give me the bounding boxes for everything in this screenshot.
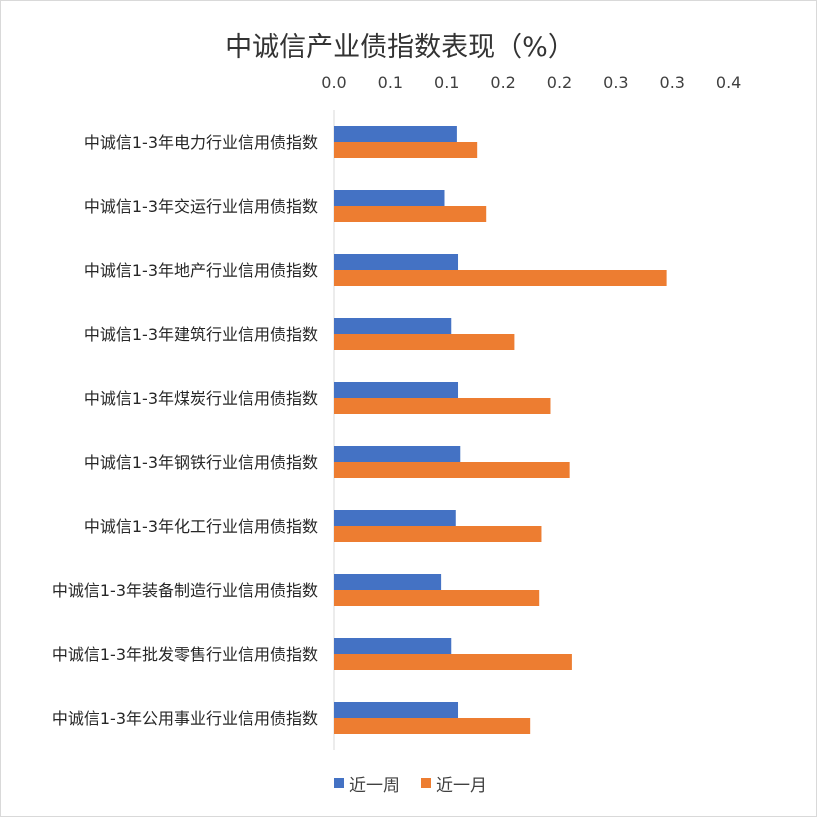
bar-week [334,638,452,654]
bar-week [334,318,452,334]
bar-month [334,334,515,350]
x-tick-label: 0.1 [378,73,403,92]
category-labels: 中诚信1-3年电力行业信用债指数中诚信1-3年交运行业信用债指数中诚信1-3年地… [52,133,318,728]
bar-week [334,510,456,526]
x-tick-label: 0.2 [547,73,572,92]
x-tick-label: 0.1 [434,73,459,92]
bar-month [334,462,570,478]
bar-week [334,702,459,718]
x-tick-label: 0.2 [490,73,515,92]
category-label: 中诚信1-3年装备制造行业信用债指数 [52,581,318,600]
category-label: 中诚信1-3年建筑行业信用债指数 [84,325,318,344]
legend-swatch-month [421,778,431,788]
category-label: 中诚信1-3年地产行业信用债指数 [84,261,318,280]
legend-label-week: 近一周 [349,776,400,796]
category-label: 中诚信1-3年化工行业信用债指数 [84,517,318,536]
bar-week [334,126,457,142]
bar-week [334,574,442,590]
bar-month [334,590,540,606]
bar-week [334,382,459,398]
bar-month [334,206,487,222]
bars-group [334,126,667,734]
x-tick-label: 0.4 [716,73,741,92]
legend-label-month: 近一月 [436,776,487,796]
category-label: 中诚信1-3年交运行业信用债指数 [84,197,318,216]
bar-month [334,142,478,158]
x-tick-label: 0.0 [321,73,346,92]
category-label: 中诚信1-3年批发零售行业信用债指数 [52,645,318,664]
chart-title: 中诚信产业债指数表现（%） [225,32,575,63]
bar-week [334,446,461,462]
bar-month [334,398,551,414]
category-label: 中诚信1-3年煤炭行业信用债指数 [84,389,318,408]
category-label: 中诚信1-3年电力行业信用债指数 [84,133,318,152]
category-label: 中诚信1-3年公用事业行业信用债指数 [52,709,318,728]
bar-month [334,526,542,542]
legend-swatch-week [334,778,344,788]
legend: 近一周 近一月 [334,776,487,796]
x-tick-label: 0.3 [603,73,628,92]
x-axis-ticks: 0.0 0.1 0.1 0.2 0.2 0.3 0.3 0.4 [321,73,741,92]
bar-week [334,254,459,270]
category-label: 中诚信1-3年钢铁行业信用债指数 [84,453,318,472]
x-tick-label: 0.3 [660,73,685,92]
bar-month [334,718,531,734]
bar-month [334,654,572,670]
bar-week [334,190,445,206]
bar-month [334,270,667,286]
